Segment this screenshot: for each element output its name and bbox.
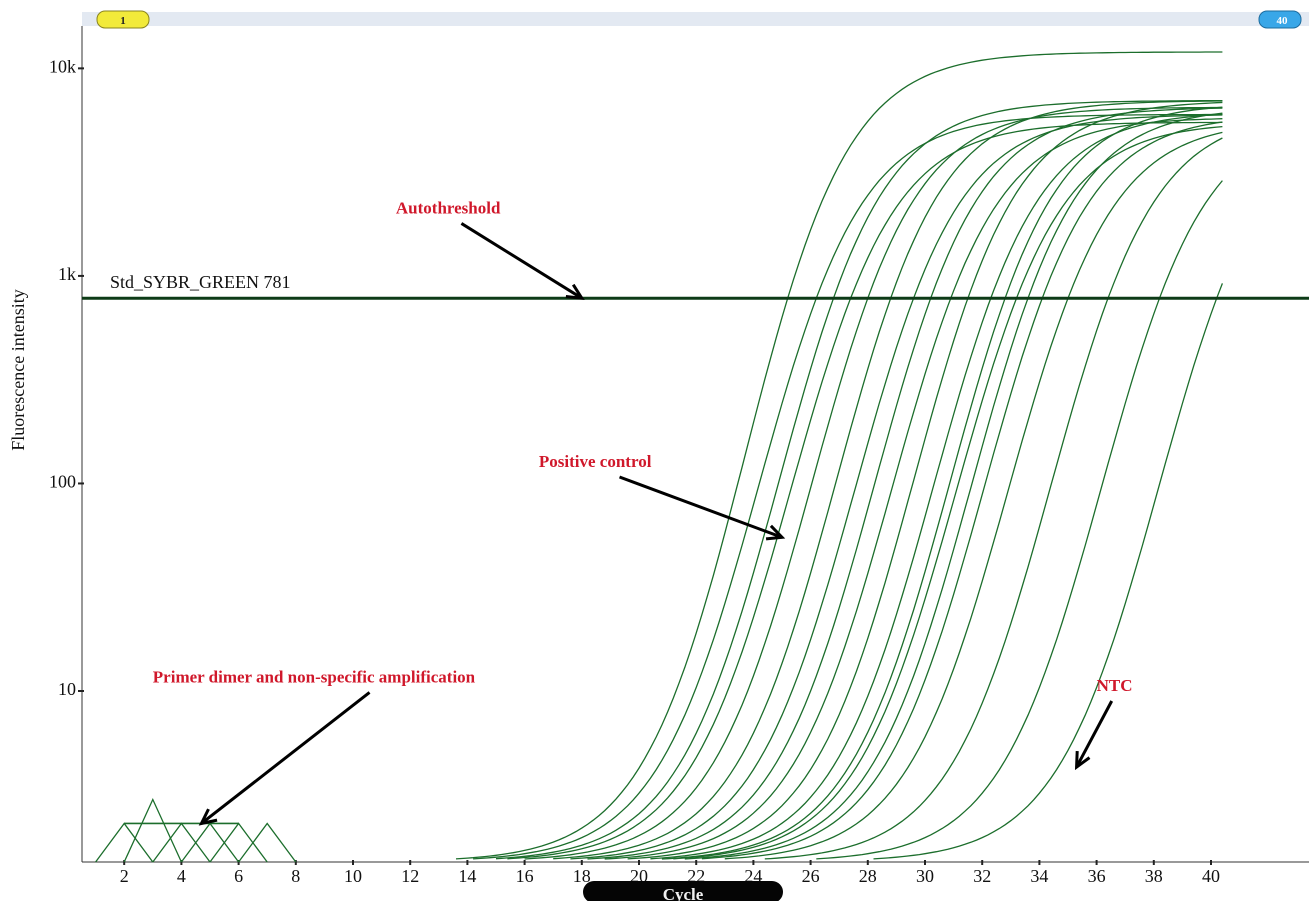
x-tick-label: 28	[859, 866, 877, 886]
x-axis-label: Cycle	[663, 885, 704, 901]
primer-dimer-curves	[95, 797, 297, 863]
x-tick-label: 8	[291, 866, 300, 886]
amplification-curve	[604, 118, 1223, 860]
x-axis-ticks: 2 4 6 8 10 12 14 16 18 20 22 24 26 28 30 32 34 36 38 40	[120, 860, 1220, 886]
y-tick-label: 100	[49, 471, 76, 491]
x-axis-label-pill	[583, 881, 783, 903]
amplification-curve	[673, 125, 1223, 860]
amplification-curve	[724, 131, 1223, 860]
primer-dimer-curve	[238, 822, 297, 863]
x-tick-label: 2	[120, 866, 129, 886]
x-tick-label: 6	[234, 866, 243, 886]
annotation-arrow	[200, 691, 371, 825]
primer-dimer-curve	[123, 797, 182, 863]
amplification-curve	[507, 121, 1223, 860]
y-axis-label: Fluorescence intensity	[8, 289, 28, 450]
annotation-label: NTC	[1097, 676, 1133, 695]
annotation-arrowhead	[565, 283, 585, 301]
x-tick-label: 38	[1145, 866, 1163, 886]
amplification-curve	[495, 100, 1223, 860]
y-tick-label: 10	[58, 679, 76, 699]
amplification-curve	[764, 137, 1223, 860]
amplification-curve	[816, 180, 1223, 860]
range-end-label: 40	[1277, 15, 1289, 27]
primer-dimer-curve	[180, 822, 240, 863]
range-bar	[82, 12, 1309, 26]
annotation-label: Autothreshold	[396, 198, 501, 217]
threshold-label: Std_SYBR_GREEN 781	[110, 272, 291, 292]
x-tick-label: 16	[516, 866, 534, 886]
annotation-arrowhead	[198, 808, 218, 826]
annotations: Autothreshold Positive control Primer dime…	[153, 198, 1133, 826]
x-tick-label: 10	[344, 866, 362, 886]
y-tick-label: 1k	[58, 264, 76, 284]
amplification-curve	[473, 113, 1223, 860]
amplification-curve	[701, 121, 1223, 860]
annotation-arrowhead	[765, 524, 786, 541]
x-tick-label: 32	[973, 866, 991, 886]
amplification-curves	[455, 51, 1224, 860]
amplification-curve	[684, 112, 1223, 860]
amplification-curve	[627, 101, 1223, 860]
x-tick-label: 34	[1030, 866, 1048, 886]
amplification-curve	[570, 114, 1223, 860]
amplification-curve	[587, 107, 1223, 860]
x-tick-label: 12	[401, 866, 419, 886]
range-start-marker[interactable]: 1	[96, 10, 150, 29]
amplification-curve	[661, 106, 1223, 860]
primer-dimer-curve	[209, 822, 268, 863]
x-tick-label: 40	[1202, 866, 1220, 886]
x-tick-label: 36	[1088, 866, 1106, 886]
x-tick-label: 4	[177, 866, 186, 886]
x-tick-label: 30	[916, 866, 934, 886]
annotation-label: Positive control	[539, 452, 652, 471]
amplification-curve	[553, 100, 1223, 860]
annotation-arrow	[460, 222, 583, 300]
amplification-curve	[873, 283, 1224, 860]
y-tick-label: 10k	[49, 56, 76, 76]
x-tick-label: 26	[802, 866, 820, 886]
x-tick-label: 14	[458, 866, 476, 886]
primer-dimer-curve	[95, 822, 154, 863]
range-start-label: 1	[120, 15, 126, 27]
amplification-curve	[650, 113, 1223, 860]
primer-dimer-curve	[152, 822, 211, 863]
amplification-curve	[455, 51, 1223, 860]
range-end-marker[interactable]: 40	[1258, 10, 1302, 29]
x-tick-label: 18	[573, 866, 591, 886]
y-axis-ticks: 10 100 1k 10k	[49, 56, 84, 699]
annotation-arrow	[619, 475, 783, 539]
amplification-curve	[524, 106, 1223, 860]
annotation-arrowhead	[1074, 751, 1091, 771]
annotation-arrow	[1075, 700, 1114, 768]
annotation-label: Primer dimer and non-specific amplificat…	[153, 667, 476, 686]
